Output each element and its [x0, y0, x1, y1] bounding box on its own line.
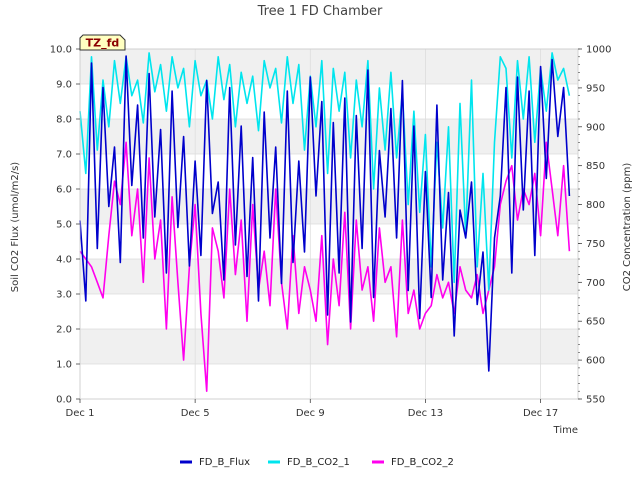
x-tick-label: Dec 17 [523, 408, 558, 419]
y2-tick-label: 750 [586, 239, 605, 250]
y-tick-label: 2.0 [56, 325, 72, 336]
y2-tick-label: 950 [586, 83, 605, 94]
x-tick-label: Dec 13 [408, 408, 443, 419]
y-tick-label: 7.0 [56, 150, 72, 161]
y-tick-label: 0.0 [56, 395, 72, 406]
y2-tick-label: 1000 [586, 45, 611, 56]
right-axis: 550 600 650 700 750 800 850 900 950 1000 [578, 45, 611, 406]
y-axis-title: Soil CO2 Flux (umol/m2/s) [10, 162, 21, 292]
y-tick-label: 8.0 [56, 115, 72, 126]
series-line-fd-b-flux [79, 55, 571, 372]
y-tick-label: 6.0 [56, 185, 72, 196]
y-tick-label: 3.0 [56, 290, 72, 301]
x-tick-label: Dec 9 [296, 408, 325, 419]
legend-label: FD_B_CO2_2 [391, 457, 454, 468]
y2-tick-label: 900 [586, 122, 605, 133]
tz-badge: TZ_fd [79, 34, 126, 51]
y2-tick-label: 600 [586, 356, 605, 367]
y-tick-label: 1.0 [56, 360, 72, 371]
x-axis: Dec 1 Dec 5 Dec 9 Dec 13 Dec 17 [66, 399, 558, 419]
x-axis-title: Time [553, 425, 578, 436]
series-layer [79, 52, 571, 393]
y2-tick-label: 700 [586, 278, 605, 289]
left-axis: 0.0 1.0 2.0 3.0 4.0 5.0 6.0 7.0 8.0 9.0 10.0 [50, 45, 80, 406]
y-tick-label: 4.0 [56, 255, 72, 266]
y-tick-label: 10.0 [50, 45, 72, 56]
y2-tick-label: 650 [586, 317, 605, 328]
series-line-fd-b-co2-1 [79, 52, 571, 291]
y-tick-label: 5.0 [56, 220, 72, 231]
x-tick-label: Dec 5 [181, 408, 210, 419]
tz-badge-label: TZ_fd [86, 37, 120, 50]
legend: FD_B_Flux FD_B_CO2_1 FD_B_CO2_2 [180, 457, 454, 468]
y2-axis-title: CO2 Concentration (ppm) [622, 163, 633, 292]
y2-tick-label: 550 [586, 395, 605, 406]
y2-tick-label: 800 [586, 200, 605, 211]
plot-band [80, 49, 578, 84]
chart-title: Tree 1 FD Chamber [257, 4, 383, 19]
series-line-fd-b-co2-2 [79, 141, 571, 393]
legend-label: FD_B_CO2_1 [287, 457, 350, 468]
y2-tick-label: 850 [586, 161, 605, 172]
x-tick-label: Dec 1 [66, 408, 95, 419]
y-tick-label: 9.0 [56, 80, 72, 91]
legend-label: FD_B_Flux [199, 457, 250, 468]
